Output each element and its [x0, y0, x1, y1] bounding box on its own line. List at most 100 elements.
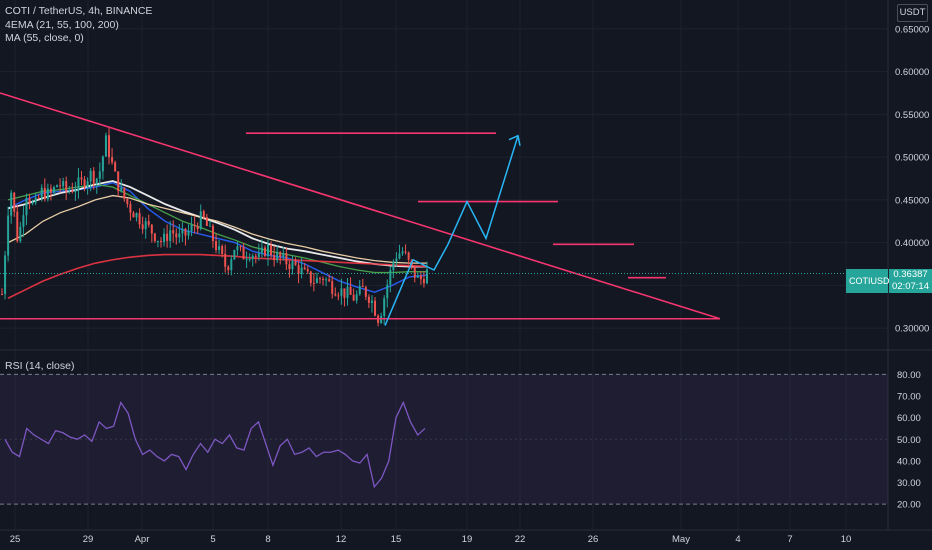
- candle-body: [355, 294, 358, 301]
- rsi-axis-labels: 80.00 70.00 60.00 50.00 40.00 30.00 20.00: [897, 370, 921, 511]
- candle-body: [62, 181, 65, 187]
- last-price-label: 0.36387: [889, 269, 932, 281]
- candle-body: [322, 278, 325, 281]
- candle-body: [349, 286, 352, 295]
- candle-body: [156, 240, 159, 242]
- candle-body: [114, 162, 117, 172]
- candle-body: [144, 221, 147, 230]
- candle-body: [117, 171, 120, 192]
- candle-body: [267, 244, 270, 256]
- candle-body: [181, 228, 184, 234]
- candlesticks: [1, 128, 428, 327]
- projection-path: [384, 135, 519, 326]
- time-tick-label: 10: [841, 534, 852, 545]
- candle-body: [4, 255, 7, 295]
- candle-body: [260, 247, 263, 254]
- candle-body: [285, 252, 288, 265]
- candle-body: [325, 279, 328, 281]
- ma-legend: MA (55, close, 0): [5, 32, 84, 44]
- candle-body: [312, 282, 315, 284]
- candle-body: [123, 187, 126, 199]
- candle-body: [98, 171, 101, 179]
- candle-body: [364, 286, 367, 297]
- candle-body: [108, 135, 111, 158]
- candle-body: [7, 215, 10, 256]
- candle-body: [95, 178, 98, 184]
- candle-body: [367, 296, 370, 303]
- candle-body: [273, 255, 276, 261]
- time-tick-label: 22: [515, 534, 526, 545]
- candle-body: [215, 241, 218, 251]
- candle-body: [104, 135, 107, 157]
- candle-body: [111, 157, 114, 163]
- candle-body: [166, 233, 169, 241]
- indicator-ma-55: [7, 194, 427, 264]
- candle-body: [169, 230, 172, 241]
- candle-body: [383, 298, 386, 316]
- candle-body: [294, 261, 297, 265]
- candle-body: [22, 215, 25, 227]
- price-tick-label: 0.55000: [895, 110, 929, 121]
- candle-body: [25, 198, 28, 216]
- candle-body: [10, 192, 13, 216]
- currency-button[interactable]: USDT: [897, 4, 928, 22]
- candle-body: [404, 251, 407, 253]
- candle-body: [56, 185, 59, 188]
- candle-body: [1, 293, 3, 295]
- candle-body: [101, 156, 104, 172]
- candle-body: [245, 259, 248, 261]
- candle-body: [49, 188, 52, 193]
- price-tick-label: 0.40000: [895, 238, 929, 249]
- candle-body: [43, 187, 46, 200]
- candle-body: [279, 252, 282, 258]
- candle-body: [28, 198, 31, 204]
- rsi-tick-label: 20.00: [897, 500, 921, 511]
- candle-body: [303, 267, 306, 270]
- candle-body: [178, 233, 181, 238]
- candle-body: [331, 281, 334, 294]
- candle-body: [419, 275, 422, 280]
- candle-body: [389, 270, 392, 285]
- candle-body: [236, 246, 239, 250]
- candle-body: [208, 225, 211, 227]
- time-tick-label: 8: [265, 534, 270, 545]
- candle-body: [37, 197, 40, 199]
- candle-body: [254, 255, 257, 257]
- candle-body: [257, 253, 260, 257]
- chart-drawings: [0, 92, 888, 326]
- candle-body: [16, 211, 19, 242]
- indicator-ema-100: [7, 180, 427, 268]
- candle-body: [328, 279, 331, 282]
- candle-body: [352, 294, 355, 301]
- candle-body: [71, 190, 74, 193]
- candle-body: [129, 203, 132, 213]
- time-axis-labels: 25 29 Apr 5 8 12 15 19 22 26 May 4 7 10: [10, 534, 852, 545]
- candle-body: [422, 279, 425, 284]
- time-tick-label: 29: [83, 534, 94, 545]
- price-tick-label: 0.50000: [895, 153, 929, 164]
- candle-body: [199, 211, 202, 229]
- candle-body: [370, 300, 373, 303]
- time-tick-label: May: [672, 534, 690, 545]
- candle-body: [374, 300, 377, 316]
- candle-body: [190, 224, 193, 232]
- candle-body: [202, 211, 205, 218]
- candle-body: [343, 288, 346, 298]
- candle-body: [230, 259, 233, 271]
- candle-body: [59, 185, 62, 187]
- candle-body: [300, 267, 303, 274]
- price-tick-label: 0.65000: [895, 24, 929, 35]
- candle-body: [270, 244, 273, 256]
- candle-body: [221, 246, 224, 254]
- rsi-tick-label: 30.00: [897, 478, 921, 489]
- projection-arrowhead: [508, 134, 521, 146]
- candle-body: [13, 192, 16, 212]
- rsi-legend: RSI (14, close): [5, 360, 75, 372]
- candle-body: [150, 224, 153, 234]
- rsi-tick-label: 50.00: [897, 435, 921, 446]
- ema-legend: 4EMA (21, 55, 100, 200): [5, 19, 119, 31]
- candle-body: [340, 288, 343, 296]
- candle-body: [239, 246, 242, 248]
- candle-body: [187, 231, 190, 236]
